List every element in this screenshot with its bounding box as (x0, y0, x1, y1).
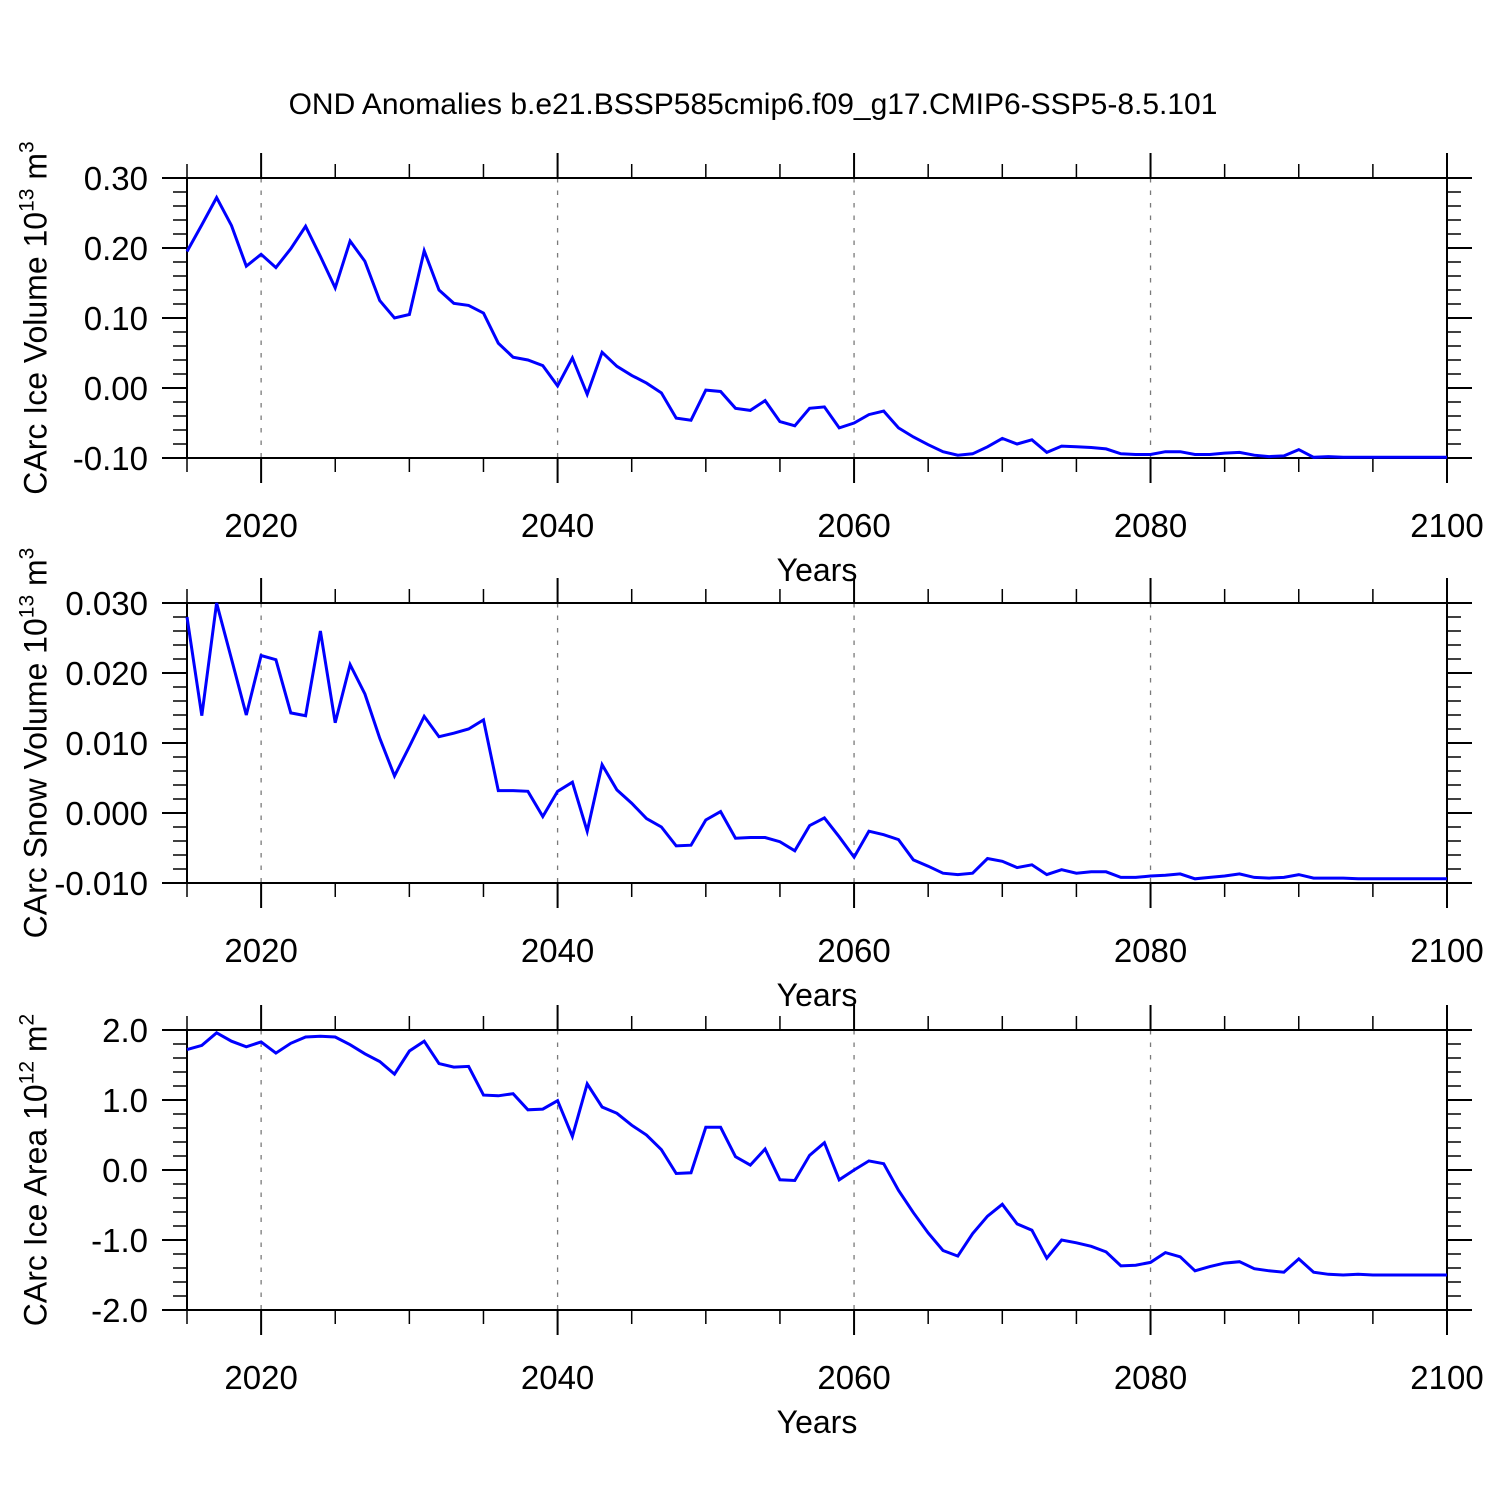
x-tick-label: 2020 (224, 507, 297, 544)
y-tick-label: 0.20 (84, 230, 148, 267)
y-tick-label: 0.010 (65, 725, 148, 762)
x-tick-label: 2040 (521, 1359, 594, 1396)
y-axis-title-unit-exponent: 2 (15, 1013, 39, 1026)
y-tick-label: 0.0 (102, 1152, 148, 1189)
y-axis-title-unit: m (17, 152, 54, 189)
y-tick-label: -2.0 (91, 1292, 148, 1329)
x-tick-label: 2020 (224, 932, 297, 969)
y-tick-label: -0.10 (73, 440, 148, 477)
panel-1-frame (186, 177, 1448, 459)
y-axis-title-exponent: 12 (15, 1060, 39, 1085)
y-tick-label: -0.010 (54, 865, 148, 902)
x-tick-label: 2060 (817, 507, 890, 544)
y-axis-title-unit: m (17, 1025, 54, 1061)
y-axis-title-exponent: 13 (15, 188, 39, 212)
y-tick-label: 1.0 (102, 1082, 148, 1119)
y-axis-title-text: CArc Ice Area 10 (17, 1084, 54, 1327)
y-axis-title-ice-volume: CArc Ice Volume 1013 m3 (15, 141, 55, 495)
y-tick-label: -1.0 (91, 1222, 148, 1259)
x-tick-label: 2080 (1114, 507, 1187, 544)
y-axis-title-ice-area: CArc Ice Area 1012 m2 (15, 1013, 55, 1327)
x-tick-label: 2020 (224, 1359, 297, 1396)
x-axis-title: Years (776, 1404, 858, 1440)
chart-title: OND Anomalies b.e21.BSSP585cmip6.f09_g17… (288, 88, 1218, 121)
x-tick-label: 2100 (1410, 1359, 1483, 1396)
x-tick-label: 2080 (1114, 1359, 1187, 1396)
data-line-carc-snow-volume (185, 602, 1447, 881)
x-axis-title: Years (776, 977, 858, 1013)
panel-2-frame (186, 602, 1448, 884)
y-axis-title-text: CArc Ice Volume 10 (17, 211, 54, 495)
x-tick-label: 2060 (817, 932, 890, 969)
y-axis-title-unit-exponent: 3 (15, 547, 39, 560)
y-tick-label: 0.030 (65, 585, 148, 622)
y-axis-title-unit-exponent: 3 (15, 141, 39, 153)
y-tick-label: 0.10 (84, 300, 148, 337)
y-axis-title-snow-volume: CArc Snow Volume 1013 m3 (15, 547, 55, 939)
y-axis-title-exponent: 13 (15, 594, 39, 619)
x-axis-title: Years (776, 552, 858, 588)
x-tick-label: 2040 (521, 507, 594, 544)
data-line-carc-ice-volume (185, 194, 1447, 459)
y-axis-title-text: CArc Snow Volume 10 (17, 618, 54, 939)
panel-3-frame (186, 1029, 1448, 1311)
x-tick-label: 2080 (1114, 932, 1187, 969)
y-tick-label: 0.000 (65, 795, 148, 832)
data-line-carc-ice-area (186, 1030, 1447, 1277)
y-axis-title-unit: m (17, 559, 54, 595)
x-tick-label: 2060 (817, 1359, 890, 1396)
x-tick-label: 2040 (521, 932, 594, 969)
x-tick-label: 2100 (1410, 507, 1483, 544)
y-tick-label: 0.00 (84, 370, 148, 407)
y-tick-label: 2.0 (102, 1012, 148, 1049)
x-tick-label: 2100 (1410, 932, 1483, 969)
y-tick-label: 0.020 (65, 655, 148, 692)
y-tick-label: 0.30 (84, 160, 148, 197)
